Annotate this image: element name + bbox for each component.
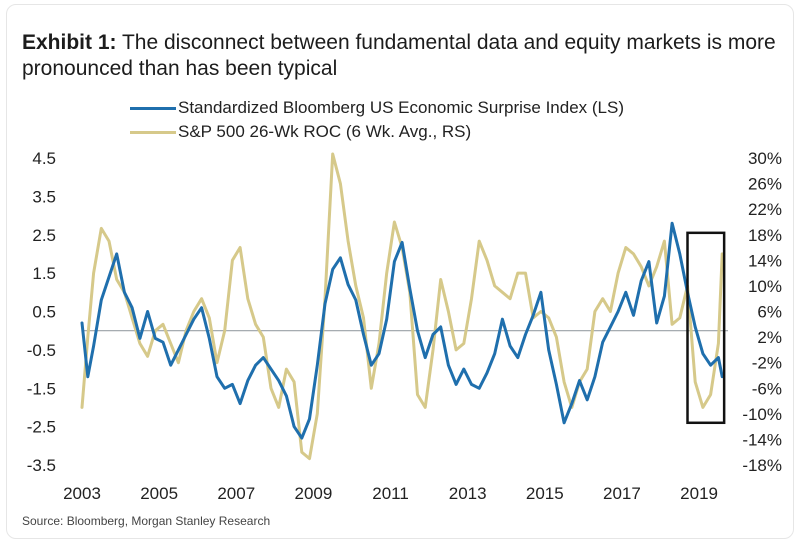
source-note: Source: Bloomberg, Morgan Stanley Resear… [22, 514, 271, 528]
right-tick-label: 18% [748, 226, 782, 245]
left-tick-label: 2.5 [32, 226, 56, 245]
chart-title: Exhibit 1: The disconnect between fundam… [22, 30, 792, 82]
right-tick-label: 10% [748, 277, 782, 296]
x-tick-label: 2005 [140, 484, 178, 503]
x-tick-label: 2017 [603, 484, 641, 503]
right-tick-label: 22% [748, 200, 782, 219]
x-tick-label: 2003 [63, 484, 101, 503]
right-tick-label: 30% [748, 149, 782, 168]
right-tick-label: -18% [742, 456, 782, 475]
left-tick-label: -0.5 [27, 341, 56, 360]
left-tick-label: 1.5 [32, 264, 56, 283]
legend-item-surprise-index: Standardized Bloomberg US Economic Surpr… [130, 96, 624, 120]
chart-card [6, 4, 794, 539]
legend-item-sp500-roc: S&P 500 26-Wk ROC (6 Wk. Avg., RS) [130, 120, 624, 144]
right-tick-label: 14% [748, 251, 782, 270]
left-tick-label: 0.5 [32, 303, 56, 322]
left-tick-label: -3.5 [27, 456, 56, 475]
series-line-surprise-index [80, 221, 724, 440]
x-axis: 2003 2005 2007 2009 2011 2013 2015 2017 2019 [63, 484, 718, 503]
left-tick-label: 3.5 [32, 187, 56, 206]
left-tick-label: 4.5 [32, 149, 56, 168]
legend-label-surprise-index: Standardized Bloomberg US Economic Surpr… [178, 98, 624, 117]
legend-label-sp500-roc: S&P 500 26-Wk ROC (6 Wk. Avg., RS) [178, 122, 472, 141]
right-tick-label: -14% [742, 430, 782, 449]
right-tick-label: -6% [752, 379, 782, 398]
x-tick-label: 2013 [449, 484, 487, 503]
right-tick-label: 2% [757, 328, 782, 347]
right-tick-label: -2% [752, 354, 782, 373]
right-axis: 30% 26% 22% 18% 14% 10% 6% 2% -2% -6% -10% -14% -18% [742, 149, 782, 475]
x-tick-label: 2009 [294, 484, 332, 503]
exhibit-label: Exhibit 1: [22, 31, 117, 54]
x-tick-label: 2015 [526, 484, 564, 503]
highlight-box [686, 231, 726, 425]
left-tick-label: -1.5 [27, 379, 56, 398]
left-tick-label: -2.5 [27, 418, 56, 437]
x-tick-label: 2019 [680, 484, 718, 503]
chart-legend: Standardized Bloomberg US Economic Surpr… [130, 96, 624, 144]
x-tick-label: 2011 [372, 484, 409, 503]
series-line-sp500-roc [80, 152, 724, 461]
series-layer [80, 152, 724, 461]
right-tick-label: 6% [757, 303, 782, 322]
right-tick-label: 26% [748, 175, 782, 194]
x-tick-label: 2007 [217, 484, 255, 503]
right-tick-label: -10% [742, 405, 782, 424]
left-axis: 4.5 3.5 2.5 1.5 0.5 -0.5 -1.5 -2.5 -3.5 [27, 149, 56, 475]
legend-swatch-blue [130, 106, 176, 110]
legend-swatch-gold [130, 130, 176, 134]
exhibit-title-text: The disconnect between fundamental data … [22, 31, 776, 80]
